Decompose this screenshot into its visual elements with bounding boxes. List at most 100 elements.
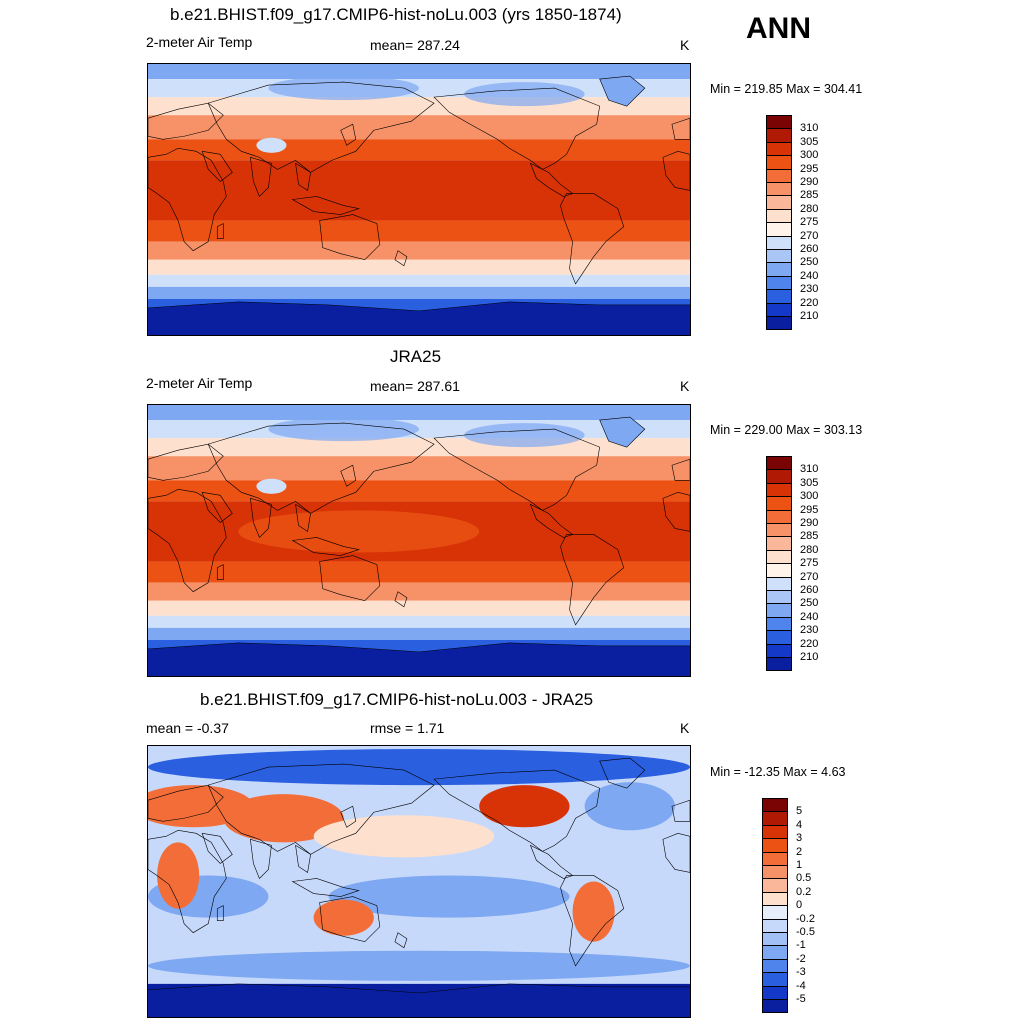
colorbar-3-label: 0.5: [796, 872, 812, 885]
colorbar-3-swatch: [763, 891, 787, 906]
coastline-indonesia: [293, 196, 359, 214]
warm-pool: [238, 169, 480, 212]
colorbar-3-swatch: [763, 838, 787, 852]
colorbar-3-swatch: [763, 851, 787, 865]
bias-region: [148, 950, 690, 981]
colorbar-2-swatch: [767, 496, 791, 510]
temperature-band: [148, 627, 690, 640]
colorbar-1-label: 300: [800, 149, 819, 162]
coastline-nz: [395, 592, 407, 607]
coastline-madagascar: [217, 565, 223, 580]
tibet-cold-spot: [256, 478, 287, 494]
colorbar-2-label: 230: [800, 624, 819, 637]
colorbar-1-swatch: [767, 289, 791, 303]
colorbar-3-swatch: [763, 905, 787, 919]
colorbar-3-label: 0.2: [796, 885, 812, 898]
colorbar-3-swatch: [763, 824, 787, 839]
colorbar-1-label: 310: [800, 122, 819, 135]
colorbar-2-swatch: [767, 563, 791, 577]
temperature-band: [148, 115, 690, 140]
coastline-india: [250, 839, 271, 878]
coastline-camerica: [530, 845, 572, 878]
coastline-camerica: [530, 163, 572, 196]
coastline-africa: [148, 830, 226, 932]
coastline-antarctica: [148, 643, 690, 652]
coastline-africaW: [663, 151, 690, 190]
bias-region: [157, 842, 200, 909]
season-label: ANN: [746, 12, 811, 45]
colorbar-1-swatch: [767, 262, 791, 276]
colorbar-3-box: [762, 798, 788, 1014]
panel-3-mean-label: mean = -0.37: [146, 720, 229, 736]
coastline-japan: [341, 806, 356, 827]
colorbar-2-swatch: [767, 549, 791, 564]
coastline-greenland: [600, 417, 645, 447]
panel-1-map: [147, 63, 691, 336]
colorbar-3-swatch: [763, 932, 787, 946]
antarctica-cold: [148, 642, 690, 676]
colorbar-3-swatch: [763, 811, 787, 825]
colorbar-2-swatch: [767, 590, 791, 604]
colorbar-2-swatch: [767, 643, 791, 657]
greenland-cold: [599, 417, 645, 448]
colorbar-1-label: 285: [800, 189, 819, 202]
coastline-arabia: [202, 833, 232, 863]
colorbar-2-swatch: [767, 469, 791, 483]
colorbar-3-label: -0.5: [796, 926, 815, 938]
colorbar-2-label: 280: [800, 543, 819, 556]
panel-3-map: [147, 745, 691, 1018]
panel-1-units-label: K: [680, 37, 690, 53]
colorbar-1-swatch: [767, 128, 791, 142]
colorbar-2-swatch: [767, 456, 791, 470]
colorbar-1-swatch: [767, 249, 791, 263]
panel-1-variable-label: 2-meter Air Temp: [146, 34, 253, 50]
coastline-asia: [208, 423, 434, 513]
colorbar-1-label: 290: [800, 176, 819, 188]
bias-region: [584, 782, 675, 831]
colorbar-2-label: 240: [800, 610, 819, 623]
colorbar-2-box: [766, 456, 792, 672]
coastline-japan: [341, 124, 356, 145]
bias-region: [313, 815, 495, 858]
bias-region: [328, 875, 570, 918]
temperature-band: [148, 139, 690, 161]
coastline-asia: [208, 764, 434, 854]
colorbar-1-label: 295: [800, 162, 819, 175]
coastline-australia: [320, 215, 380, 260]
coastline-europeW: [672, 118, 690, 139]
colorbar-1-swatch: [767, 222, 791, 236]
colorbar-1-swatch: [767, 302, 791, 316]
colorbar-3-label: -4: [796, 979, 806, 992]
coastline-antarctica: [148, 302, 690, 311]
temperature-band: [148, 286, 690, 299]
coastline-europe: [148, 444, 223, 480]
colorbar-3-label: -0.2: [796, 912, 815, 925]
colorbar-1-label: 270: [800, 229, 819, 242]
coastline-nz: [395, 251, 407, 266]
temperature-band: [148, 600, 690, 616]
colorbar-3-label: 2: [796, 845, 803, 858]
colorbar-2-swatch: [767, 576, 791, 590]
coastline-greenland: [600, 758, 645, 788]
coastline-arabia: [202, 492, 232, 522]
colorbar-3-label: 1: [796, 859, 803, 871]
colorbar-1-label: 240: [800, 269, 819, 282]
colorbar-1-label: 305: [800, 135, 819, 148]
colorbar-2-swatch: [767, 657, 791, 671]
coastline-seasia: [296, 163, 311, 190]
panel-2-variable-label: 2-meter Air Temp: [146, 375, 253, 391]
temperature-band: [148, 274, 690, 287]
colorbar-2-swatch: [767, 603, 791, 617]
colorbar-3-label: 3: [796, 832, 803, 845]
coastline-samerica: [561, 875, 624, 965]
colorbar-2-swatch: [767, 509, 791, 523]
coastline-nz: [395, 933, 407, 948]
colorbar-1-swatch: [767, 316, 791, 330]
coastline-europeW: [672, 800, 690, 821]
colorbar-1-swatch: [767, 275, 791, 290]
bias-region: [572, 881, 615, 942]
colorbar-3-swatch: [763, 972, 787, 986]
colorbar-3-swatch: [763, 985, 787, 999]
antarctica-cold: [148, 301, 690, 335]
siberia-cold: [268, 76, 419, 101]
